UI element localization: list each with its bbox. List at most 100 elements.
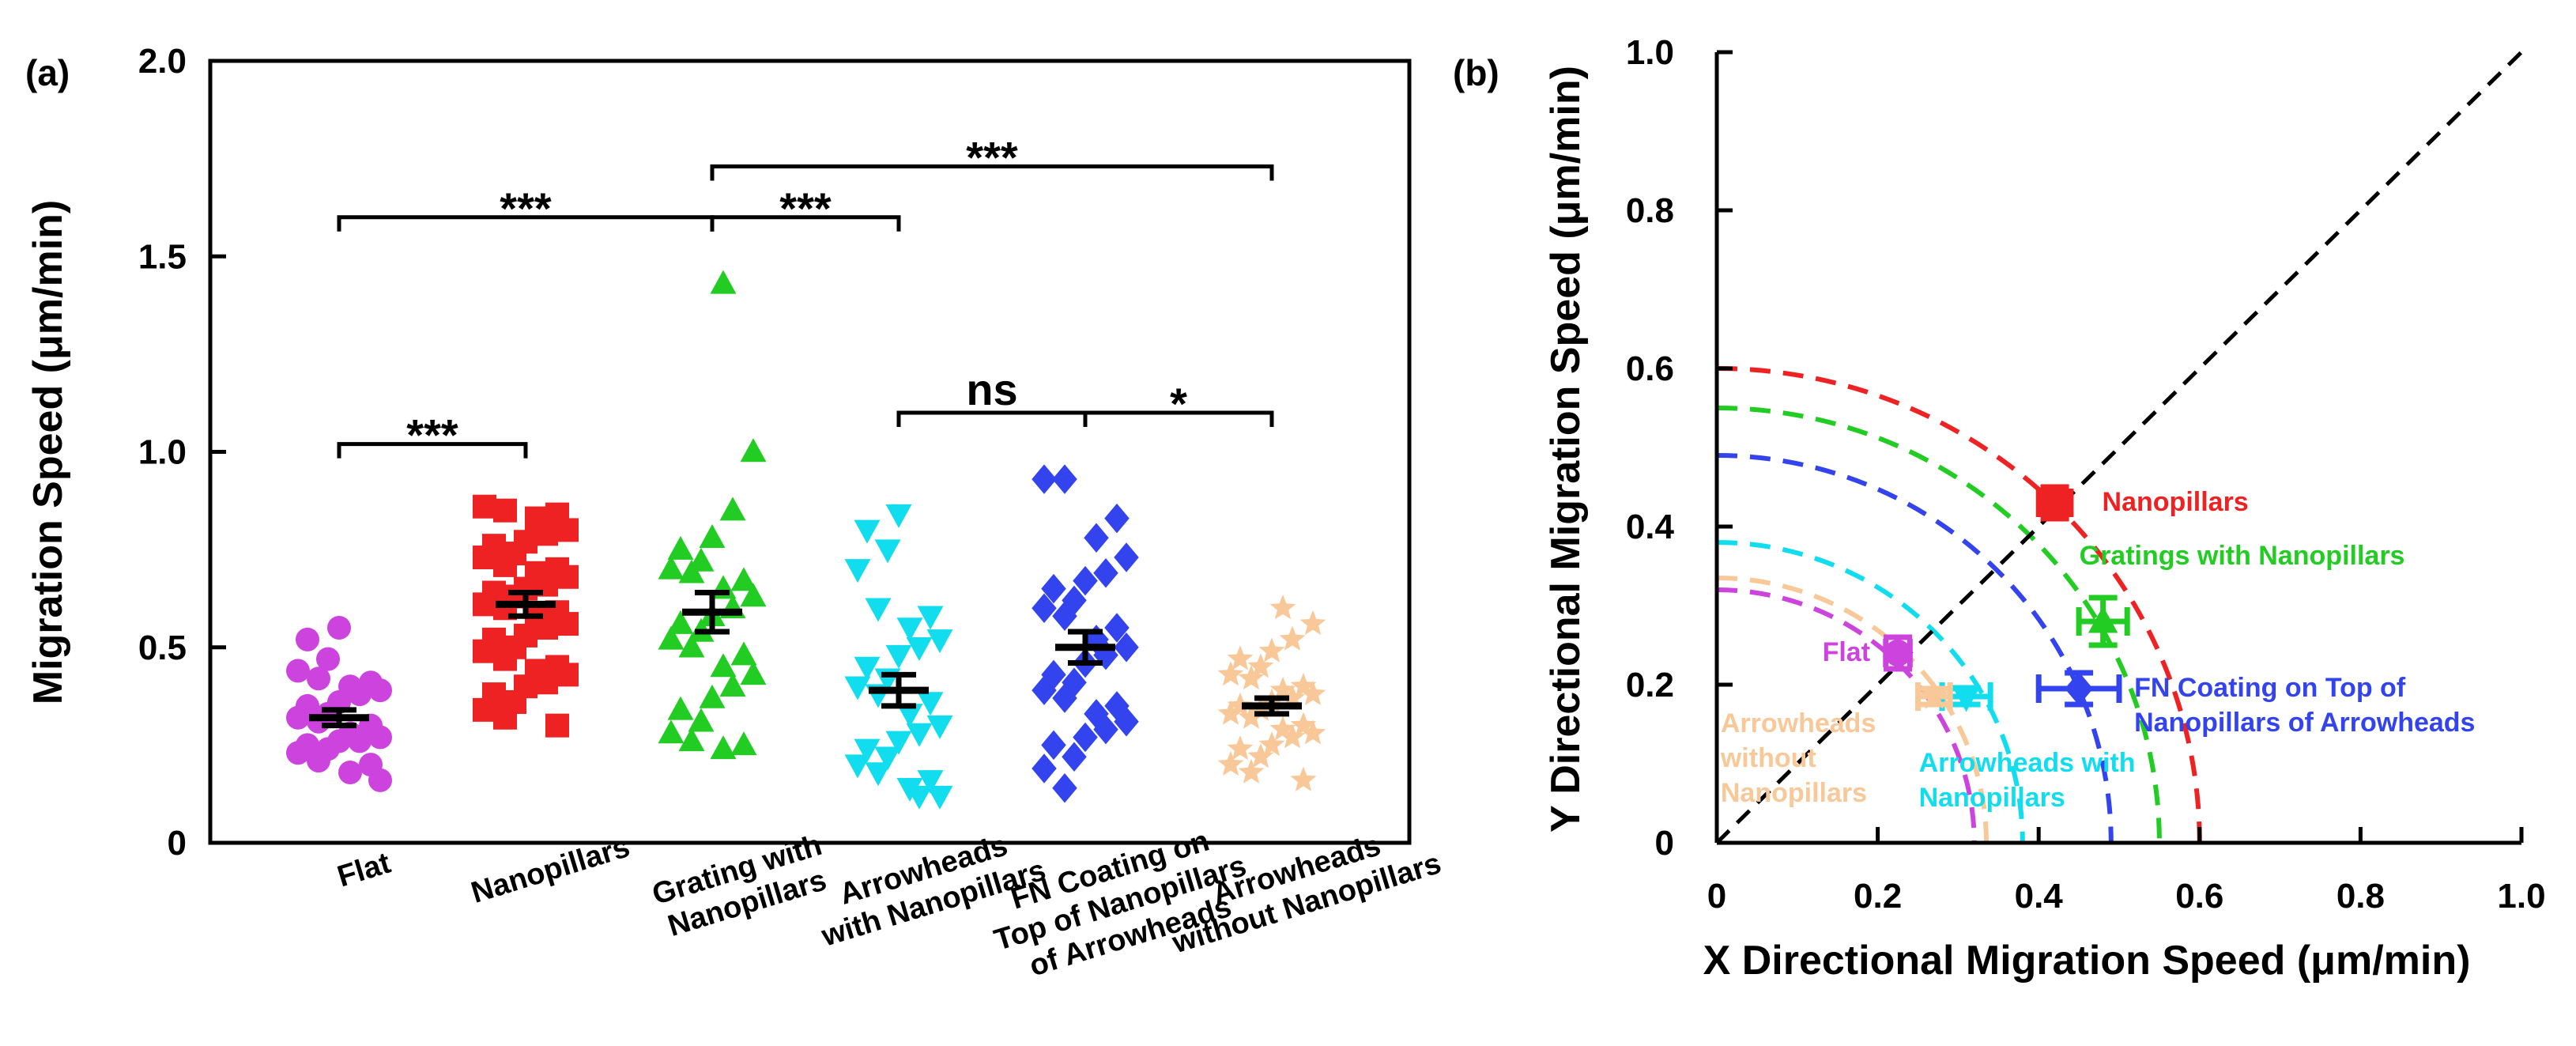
chart-a-point	[730, 731, 757, 756]
chart-a-significance-label: *	[1170, 379, 1187, 429]
chart-a-point	[710, 735, 737, 760]
chart-b-axes	[1714, 52, 2521, 845]
chart-a-point	[1290, 673, 1317, 698]
chart-a-point	[534, 616, 558, 640]
chart-a-point	[1084, 523, 1109, 553]
chart-a-point	[1238, 665, 1265, 690]
chart-a-point	[740, 438, 767, 463]
chart-a-category-labels: Flat Nanopillars Grating withNanopillars Ar…	[334, 824, 1445, 983]
chart-a-point	[885, 504, 912, 528]
chart-a-point	[740, 583, 767, 607]
chart-a-point	[493, 498, 517, 523]
chart-a-point	[885, 644, 912, 669]
chart-a-point	[555, 663, 579, 687]
chart-a-point	[1062, 742, 1087, 772]
chart-a-point	[555, 565, 579, 589]
chart-a-point	[555, 612, 579, 636]
chart-a-point	[1269, 595, 1296, 620]
chart-a-y-tick-label: 1.5	[138, 237, 187, 276]
chart-a-point	[1227, 735, 1254, 761]
chart-a-point	[473, 697, 496, 722]
chart-a-point	[286, 705, 310, 730]
chart-a-point	[473, 546, 496, 570]
chart-b-point	[2041, 489, 2069, 516]
chart-a-point	[906, 785, 933, 810]
chart-a-point	[1052, 464, 1077, 494]
chart-b-point-label-line: Nanopillars	[1919, 783, 2065, 813]
chart-a-point	[874, 746, 901, 771]
chart-b-arc	[1716, 540, 2025, 844]
chart-b-y-tick-label: 0.6	[1626, 349, 1674, 388]
chart-a-y-tick-label: 1.0	[138, 433, 187, 472]
chart-a-point	[348, 682, 372, 707]
chart-a-point	[1290, 712, 1317, 737]
chart-b-y-tick-label: 0.2	[1626, 666, 1674, 704]
chart-a-point	[1299, 680, 1326, 705]
chart-a-y-ticks: 0 0.5 1.0 1.5 2.0	[138, 42, 226, 863]
chart-a-point	[286, 741, 310, 765]
chart-a-point	[534, 522, 558, 546]
chart-a-point	[917, 606, 944, 630]
chart-a-mean-bars	[309, 590, 1302, 729]
chart-a-point	[327, 616, 351, 640]
chart-b-diagonal	[1715, 51, 2523, 844]
chart-a-significance-bracket	[710, 164, 1274, 181]
chart-b-point-label-line: Nanopillars of Arrowheads	[2134, 708, 2475, 738]
chart-a-point	[1247, 653, 1274, 678]
chart-b-point-label-line: Nanopillars	[1721, 778, 1867, 808]
chart-a-category-label: Grating withNanopillars	[648, 829, 835, 945]
chart-a-point	[1269, 676, 1296, 702]
chart-a-point	[307, 709, 330, 734]
chart-b-points	[1883, 484, 2130, 712]
chart-a-point	[865, 762, 892, 787]
chart-a-significance-label: ***	[779, 183, 832, 233]
chart-a-point	[473, 639, 496, 663]
chart-a-point	[678, 633, 705, 658]
chart-b-x-tick-label: 0.8	[2337, 877, 2385, 916]
chart-a-point	[348, 729, 372, 753]
chart-a-point	[730, 567, 757, 591]
chart-a-point	[658, 625, 685, 650]
chart-a-point	[368, 725, 392, 750]
chart-a-point	[1299, 610, 1326, 635]
chart-a-point	[854, 738, 881, 763]
chart-b-y-axis-label: Y Directional Migration Speed (μm/min)	[1543, 66, 1589, 833]
chart-a-point	[885, 731, 912, 755]
chart-a-point	[368, 768, 392, 792]
chart-a-point	[678, 559, 705, 583]
chart-b-directional-speed: 0 0.2 0.4 0.6 0.8 1.0 0 0.2 0.4 0.6 0.8 1.0 X Direc…	[1543, 33, 2546, 984]
chart-a-point	[1114, 542, 1139, 572]
chart-b-arc	[1716, 453, 2114, 844]
chart-a-point	[473, 592, 496, 617]
chart-a-point	[917, 692, 944, 716]
chart-b-point-label: Flat	[1823, 637, 1870, 667]
chart-a-significance-label: ***	[966, 133, 1018, 183]
chart-a-point	[854, 656, 881, 681]
chart-b-x-axis-label: X Directional Migration Speed (μm/min)	[1703, 938, 2471, 984]
chart-a-point	[658, 719, 685, 744]
chart-a-point	[658, 555, 685, 580]
chart-a-point	[926, 785, 953, 810]
chart-a-point	[545, 713, 569, 738]
chart-b-x-tick-label: 0.4	[2015, 877, 2064, 916]
chart-a-point	[1227, 645, 1254, 670]
panel-a-label: (a)	[25, 52, 70, 93]
chart-a-point	[699, 524, 726, 549]
chart-b-x-tick-label: 0.6	[2175, 877, 2223, 916]
chart-a-significance-bracket	[1083, 410, 1274, 428]
chart-a-significance-bracket	[337, 442, 528, 459]
chart-a-point	[854, 519, 881, 544]
chart-a-point	[296, 627, 319, 651]
chart-a-point	[1247, 743, 1274, 768]
chart-a-point	[1238, 758, 1265, 784]
chart-a-point	[1279, 625, 1306, 651]
chart-a-point	[710, 653, 737, 678]
chart-a-migration-speed: 0 0.5 1.0 1.5 2.0 Migration Speed (μm/min) *…	[25, 42, 1445, 983]
chart-a-point	[678, 727, 705, 752]
chart-a-y-tick-label: 2.0	[138, 42, 187, 81]
chart-a-point	[1052, 601, 1077, 631]
chart-a-frame	[208, 59, 1412, 845]
chart-a-point	[1114, 706, 1139, 737]
chart-a-point	[926, 715, 953, 739]
